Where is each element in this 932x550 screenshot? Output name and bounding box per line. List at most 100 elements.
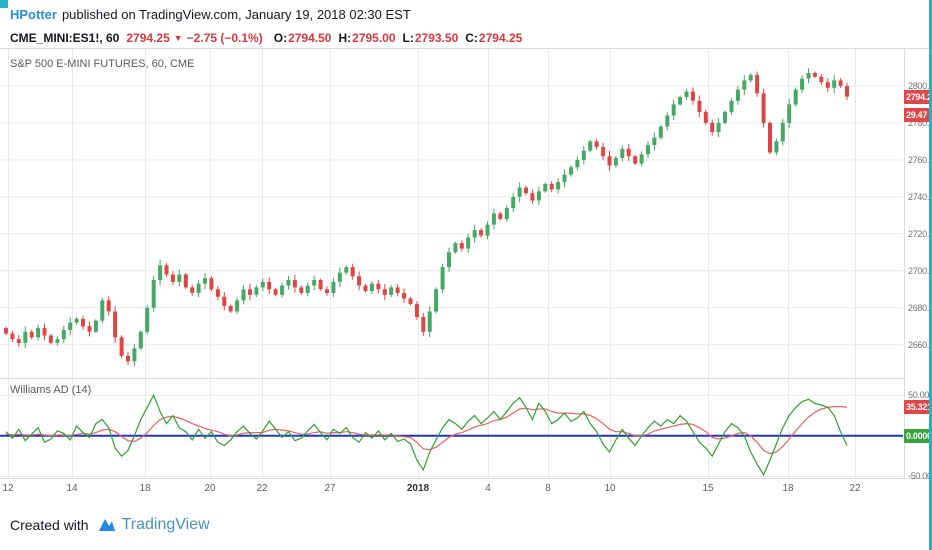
scale-label: 2800.00 xyxy=(908,80,932,91)
candle xyxy=(626,148,631,157)
symbol-name[interactable]: CME_MINI:ES1!, 60 xyxy=(10,31,120,45)
ohlc-label: L: xyxy=(402,31,414,45)
candle xyxy=(344,267,349,273)
candle xyxy=(357,276,362,286)
time-axis-label: 4 xyxy=(485,483,491,494)
candle xyxy=(23,331,28,343)
pane-divider[interactable] xyxy=(0,378,932,379)
price-scale[interactable]: 2800.00 2780.00 2760.00 2740.00 2720.00 2700.… xyxy=(904,49,932,482)
candle xyxy=(151,280,156,308)
candle xyxy=(729,100,734,112)
candle xyxy=(710,122,715,133)
candle xyxy=(68,322,73,330)
time-axis-label: 22 xyxy=(849,483,861,494)
ohlc-label: C: xyxy=(465,31,478,45)
ohlc-value: 2793.50 xyxy=(414,31,459,45)
candle xyxy=(350,267,355,277)
ohlc-label: O: xyxy=(273,31,288,45)
candle xyxy=(190,287,195,293)
published-text: published on TradingView.com, January 19… xyxy=(61,6,411,22)
candle xyxy=(716,122,721,133)
candle xyxy=(755,74,760,94)
price-badge: 0.0000 xyxy=(904,428,932,443)
candle xyxy=(55,339,60,343)
candle xyxy=(581,150,586,160)
candle xyxy=(241,289,246,301)
candle xyxy=(177,274,182,282)
candle xyxy=(735,89,740,101)
candle xyxy=(588,141,593,151)
candle xyxy=(248,289,252,295)
candle xyxy=(87,326,92,332)
candle xyxy=(402,293,406,299)
candle xyxy=(222,296,227,306)
time-axis-label: 18 xyxy=(782,483,794,494)
candle xyxy=(511,196,516,208)
scale-label: 2760.00 xyxy=(908,154,932,165)
candle xyxy=(812,73,817,77)
candle xyxy=(273,289,278,295)
candle xyxy=(183,274,188,288)
candle xyxy=(363,285,368,292)
candle xyxy=(652,137,657,146)
candle xyxy=(703,111,708,123)
scale-label: 2680.00 xyxy=(908,302,932,313)
candle xyxy=(517,187,522,197)
time-axis-label: 14 xyxy=(66,483,78,494)
candle xyxy=(825,82,830,88)
candle xyxy=(254,287,259,295)
tradingview-logo-icon xyxy=(98,519,115,531)
candle xyxy=(440,267,445,290)
candle xyxy=(536,191,541,201)
candle xyxy=(10,333,15,340)
main-grid xyxy=(0,49,903,378)
candlestick-plot[interactable] xyxy=(0,49,903,378)
candle xyxy=(299,287,304,293)
candle xyxy=(421,317,426,332)
candle xyxy=(768,122,772,153)
candle xyxy=(723,111,727,123)
candle xyxy=(389,287,394,295)
candle xyxy=(620,148,625,158)
candle xyxy=(690,91,695,101)
candle xyxy=(671,104,676,116)
scale-label: -50.0000 xyxy=(908,471,932,482)
ohlc-label: H: xyxy=(338,31,352,45)
candle xyxy=(504,208,509,220)
chart-area: S&P 500 E-MINI FUTURES, 60, CME Williams… xyxy=(0,48,932,502)
indicator-plot[interactable] xyxy=(0,379,903,478)
indicator-title[interactable]: Williams AD (14) xyxy=(10,384,92,396)
time-axis[interactable]: 12 14 18 20 22 27 2018 4 8 10 15 18 22 xyxy=(0,478,932,502)
candle xyxy=(209,278,214,290)
candle xyxy=(395,287,400,293)
candle xyxy=(485,224,490,236)
symbol-bar: CME_MINI:ES1!, 60 2794.25 ▼ −2.75 (−0.1%… xyxy=(0,28,932,48)
candle xyxy=(748,74,753,81)
brand-name: TradingView xyxy=(121,516,210,533)
author-link[interactable]: HPotter xyxy=(10,6,57,22)
time-axis-label: 27 xyxy=(324,483,336,494)
last-price: 2794.25 xyxy=(126,31,170,45)
tradingview-brand-link[interactable]: TradingView xyxy=(97,515,210,535)
candle xyxy=(761,93,766,123)
candle xyxy=(369,283,374,292)
candle xyxy=(678,97,683,105)
candle xyxy=(845,86,849,97)
candle xyxy=(286,280,291,286)
time-axis-label: 22 xyxy=(256,483,268,494)
ohlc-value: 2794.25 xyxy=(478,31,523,45)
footer: Created with TradingView xyxy=(0,500,932,550)
main-pane-title: S&P 500 E-MINI FUTURES, 60, CME xyxy=(10,58,195,70)
candle xyxy=(260,281,265,288)
candle xyxy=(280,285,285,295)
candle xyxy=(838,80,843,86)
candle xyxy=(16,339,21,343)
candle xyxy=(48,335,53,343)
indicator-grid xyxy=(0,379,903,478)
time-axis-label: 15 xyxy=(702,483,714,494)
candle xyxy=(81,318,85,327)
candle xyxy=(119,337,124,356)
candle xyxy=(164,265,169,275)
scale-label: 2720.00 xyxy=(908,228,932,239)
